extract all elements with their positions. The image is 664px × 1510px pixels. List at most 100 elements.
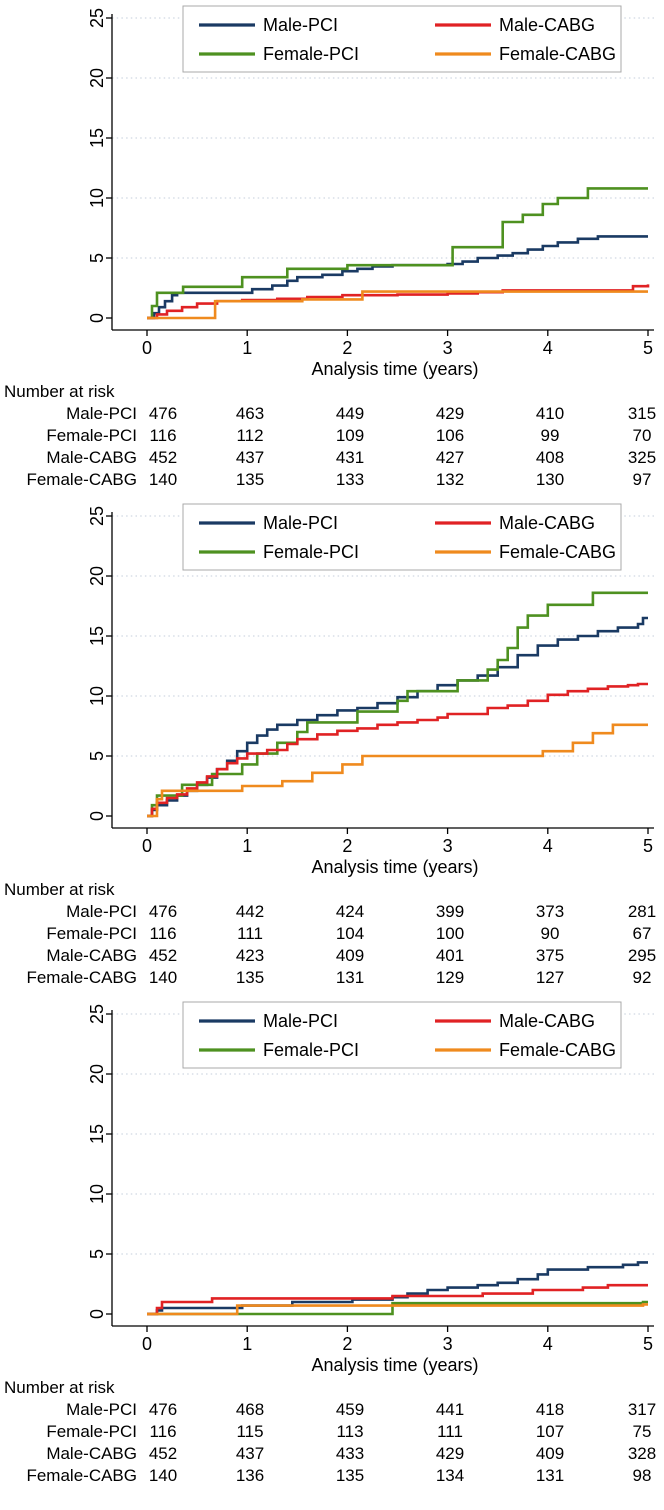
x-tick-label: 2: [342, 836, 352, 856]
y-tick-label: 15: [87, 1124, 107, 1144]
risk-value: 328: [627, 1444, 657, 1463]
y-tick-label: 20: [87, 566, 107, 586]
risk-row-label-male-pci: Male-PCI: [66, 404, 137, 423]
legend-label-male-cabg: Male-CABG: [499, 1011, 595, 1031]
risk-value: 281: [627, 902, 657, 921]
risk-value: 442: [235, 902, 265, 921]
x-tick-label: 4: [543, 836, 553, 856]
legend-label-female-pci: Female-PCI: [263, 44, 359, 64]
risk-table-top: Number at risk Male-PCI 476 463 449 429 410 315…: [0, 380, 664, 498]
risk-value: 418: [535, 1400, 565, 1419]
risk-value: 131: [335, 968, 365, 987]
risk-value: 409: [535, 1444, 565, 1463]
risk-row-label-female-cabg: Female-CABG: [26, 1466, 137, 1485]
risk-value: 317: [627, 1400, 657, 1419]
risk-value: 130: [535, 470, 565, 489]
risk-value: 75: [632, 1422, 652, 1441]
risk-value: 295: [627, 946, 657, 965]
risk-value: 468: [235, 1400, 265, 1419]
risk-value: 315: [627, 404, 657, 423]
risk-row-label-male-cabg: Male-CABG: [46, 1444, 137, 1463]
risk-value: 423: [235, 946, 265, 965]
panel-top: 0 5 10 15 20 25 0 1 2 3 4 5 Analysis time (years) Mal…: [0, 0, 664, 498]
x-tick-label: 0: [142, 338, 152, 358]
legend-label-male-pci: Male-PCI: [263, 513, 338, 533]
risk-value: 408: [535, 448, 565, 467]
risk-value: 429: [435, 1444, 465, 1463]
risk-row-label-female-pci: Female-PCI: [46, 426, 137, 445]
risk-value: 429: [435, 404, 465, 423]
y-tick-label: 20: [87, 68, 107, 88]
legend-label-female-cabg: Female-CABG: [499, 1040, 616, 1060]
y-tick-label: 10: [87, 188, 107, 208]
risk-value: 476: [148, 902, 178, 921]
risk-table-title: Number at risk: [4, 382, 115, 401]
x-tick-label: 5: [643, 338, 653, 358]
km-plot-bottom: 0 5 10 15 20 25 0 1 2 3 4 5 Analysis time (years) Mal…: [0, 996, 664, 1376]
y-tick-label: 5: [87, 253, 107, 263]
y-tick-label: 10: [87, 686, 107, 706]
risk-value: 452: [148, 946, 178, 965]
x-tick-label: 1: [242, 338, 252, 358]
y-tick-label: 20: [87, 1064, 107, 1084]
risk-value: 325: [627, 448, 657, 467]
risk-value: 476: [148, 404, 178, 423]
risk-value: 134: [435, 1466, 465, 1485]
y-tick-label: 5: [87, 751, 107, 761]
risk-value: 67: [632, 924, 652, 943]
risk-value: 112: [236, 426, 264, 445]
risk-value: 399: [435, 902, 465, 921]
risk-value: 107: [535, 1422, 565, 1441]
risk-value: 92: [632, 968, 652, 987]
risk-value: 106: [435, 426, 465, 445]
risk-row-label-female-pci: Female-PCI: [46, 1422, 137, 1441]
series-line-female-cabg: [147, 290, 648, 320]
risk-table-title: Number at risk: [4, 1378, 115, 1397]
risk-value: 140: [148, 1466, 178, 1485]
risk-value: 100: [435, 924, 465, 943]
legend-label-male-pci: Male-PCI: [263, 15, 338, 35]
panel-middle: 0 5 10 15 20 25 0 1 2 3 4 5 Analysis time (years) Mal…: [0, 498, 664, 996]
risk-row-label-male-cabg: Male-CABG: [46, 448, 137, 467]
risk-value: 70: [632, 426, 652, 445]
series-line-male-cabg: [147, 682, 648, 818]
risk-value: 116: [149, 924, 177, 943]
risk-value: 424: [335, 902, 365, 921]
y-tick-label: 0: [87, 313, 107, 323]
risk-value: 410: [535, 404, 565, 423]
km-plot-top: 0 5 10 15 20 25 0 1 2 3 4 5 Analysis time (years) Mal…: [0, 0, 664, 380]
y-tick-label: 5: [87, 1249, 107, 1259]
risk-row-label-male-cabg: Male-CABG: [46, 946, 137, 965]
x-tick-label: 2: [342, 1334, 352, 1354]
risk-row-label-female-cabg: Female-CABG: [26, 470, 137, 489]
legend-label-female-pci: Female-PCI: [263, 542, 359, 562]
risk-table-title: Number at risk: [4, 880, 115, 899]
risk-value: 109: [335, 426, 365, 445]
risk-value: 135: [235, 470, 265, 489]
y-tick-label: 15: [87, 128, 107, 148]
risk-value: 452: [148, 448, 178, 467]
legend-label-male-cabg: Male-CABG: [499, 513, 595, 533]
y-tick-label: 15: [87, 626, 107, 646]
x-tick-label: 0: [142, 1334, 152, 1354]
risk-value: 373: [535, 902, 565, 921]
risk-value: 441: [435, 1400, 465, 1419]
series-line-female-cabg: [147, 1303, 648, 1316]
risk-value: 401: [435, 946, 465, 965]
risk-value: 136: [235, 1466, 265, 1485]
risk-table-middle: Number at risk Male-PCI 476 442 424 399 373 281…: [0, 878, 664, 996]
x-axis-title: Analysis time (years): [311, 857, 478, 877]
risk-value: 99: [540, 426, 560, 445]
legend-box: [182, 503, 622, 571]
km-chart-svg-1: 0 5 10 15 20 25 0 1 2 3 4 5 Analysis time (years) Mal…: [87, 5, 654, 379]
risk-value: 431: [335, 448, 365, 467]
risk-value: 140: [148, 968, 178, 987]
risk-value: 375: [535, 946, 565, 965]
y-tick-label: 0: [87, 1309, 107, 1319]
risk-value: 449: [335, 404, 365, 423]
risk-value: 427: [435, 448, 465, 467]
risk-value: 97: [632, 470, 652, 489]
y-tick-label: 0: [87, 811, 107, 821]
